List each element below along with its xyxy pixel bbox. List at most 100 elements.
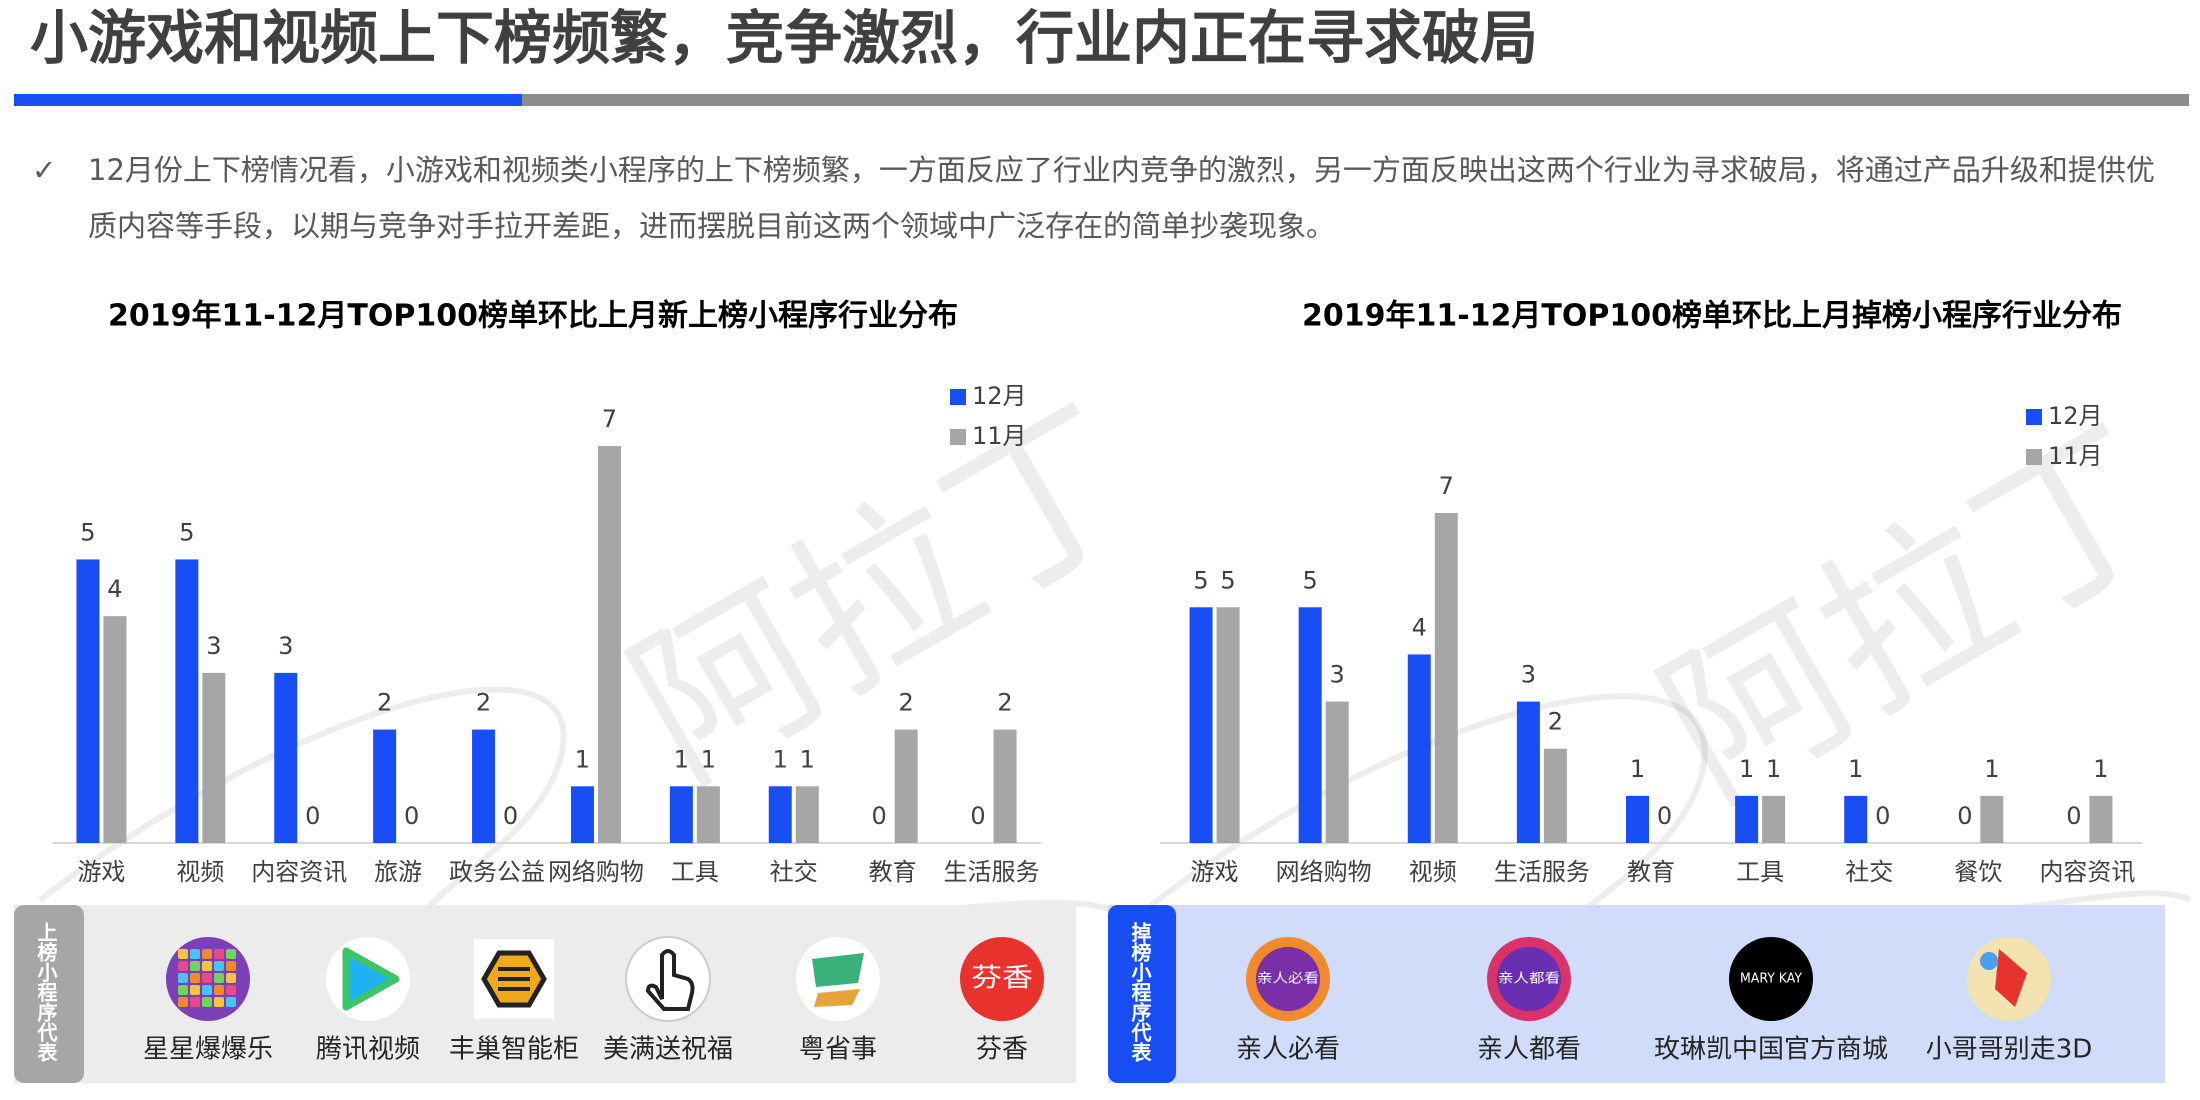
app-name: 腾讯视频: [316, 1035, 420, 1065]
icon: [1729, 937, 1813, 1021]
icon-figure: [1995, 949, 2027, 1007]
app-icon: [625, 936, 711, 1022]
data-label: 4: [107, 575, 122, 603]
data-label: 3: [278, 632, 293, 660]
icon-cell: [190, 961, 200, 971]
icon-cell: [202, 961, 212, 971]
bar: [76, 559, 100, 843]
x-tick-label: 网络购物: [548, 858, 644, 886]
data-label: 0: [2066, 802, 2081, 830]
icon-mark2: [814, 989, 860, 1007]
legend-swatch: [950, 389, 966, 405]
app-icon: 亲人都看: [1487, 937, 1571, 1021]
icon-cell: [202, 949, 212, 959]
bar: [795, 786, 819, 843]
title-rule-accent: [14, 94, 522, 106]
data-label: 1: [1848, 755, 1863, 783]
icon-cell: [214, 973, 224, 983]
icon-inner: [1256, 947, 1320, 1011]
data-label: 5: [80, 518, 95, 546]
data-label: 7: [602, 405, 617, 433]
x-tick-label: 社交: [1845, 858, 1893, 886]
bar: [669, 786, 693, 843]
x-tick-label: 生活服务: [944, 858, 1040, 886]
data-label: 0: [404, 802, 419, 830]
data-label: 4: [1412, 613, 1427, 641]
icon-cell: [226, 949, 236, 959]
data-label: 1: [575, 745, 590, 773]
bar: [1762, 795, 1786, 843]
legend-label: 11月: [972, 422, 1027, 450]
data-label: 2: [997, 689, 1012, 717]
bar: [1434, 513, 1458, 843]
panel-down-tab: [1108, 905, 1176, 1083]
icon-cell: [214, 985, 224, 995]
data-label: 5: [179, 518, 194, 546]
icon-cell: [190, 949, 200, 959]
data-label: 1: [800, 745, 815, 773]
icon-text: 亲人必看: [1257, 971, 1319, 987]
app-name: 美满送祝福: [603, 1035, 733, 1065]
bar: [175, 559, 199, 843]
bar: [1189, 607, 1213, 843]
bar: [1844, 795, 1868, 843]
icon-text: 亲人都看: [1498, 971, 1560, 987]
bar: [1626, 795, 1649, 843]
data-label: 1: [1630, 755, 1645, 783]
legend-swatch: [2026, 409, 2042, 425]
legend-swatch: [950, 429, 966, 445]
data-label: 1: [1739, 755, 1754, 783]
data-label: 0: [1875, 802, 1890, 830]
data-label: 0: [1657, 802, 1672, 830]
data-label: 1: [773, 745, 788, 773]
icon-cell: [190, 997, 200, 1007]
app-icon: [166, 937, 250, 1021]
legend-label: 11月: [2048, 442, 2103, 470]
data-label: 0: [872, 802, 887, 830]
icon-cell: [202, 997, 212, 1007]
chart-title: 2019年11-12月TOP100榜单环比上月新上榜小程序行业分布: [108, 299, 958, 334]
icon-cell: [178, 949, 188, 959]
app-name: 亲人必看: [1236, 1035, 1340, 1065]
icon-cell: [178, 973, 188, 983]
data-label: 2: [476, 689, 491, 717]
data-label: 1: [1984, 755, 1999, 783]
data-label: 1: [701, 745, 716, 773]
x-tick-label: 网络购物: [1276, 858, 1372, 886]
icon-cell: [226, 997, 236, 1007]
icon-cell: [190, 985, 200, 995]
bar: [1216, 607, 1240, 843]
data-label: 7: [1439, 472, 1454, 500]
bar: [768, 786, 792, 843]
icon-cell: [226, 973, 236, 983]
data-label: 0: [970, 802, 985, 830]
bar: [570, 786, 594, 843]
icon-cell: [226, 985, 236, 995]
icon-cell: [214, 949, 224, 959]
bar: [597, 446, 621, 843]
bar: [202, 672, 226, 843]
x-tick-label: 生活服务: [1494, 858, 1590, 886]
bullet-text: 12月份上下榜情况看，小游戏和视频类小程序的上下榜频繁，一方面反应了行业内竞争的…: [88, 153, 2155, 243]
icon-cell: [178, 985, 188, 995]
data-label: 3: [206, 632, 221, 660]
data-label: 2: [1548, 708, 1563, 736]
icon-text: 芬香: [971, 964, 1033, 994]
bar: [274, 672, 298, 843]
data-label: 5: [1220, 566, 1235, 594]
data-label: 5: [1193, 566, 1208, 594]
x-tick-label: 工具: [671, 858, 719, 886]
bar: [373, 729, 397, 843]
x-tick-label: 工具: [1736, 858, 1784, 886]
panel-up-label: 上榜小程序代表: [34, 922, 58, 1063]
x-tick-label: 视频: [176, 858, 224, 886]
legend-label: 12月: [972, 382, 1027, 410]
icon-inner: [1497, 947, 1561, 1011]
app-icon: [474, 939, 554, 1019]
x-tick-label: 内容资讯: [2039, 858, 2135, 886]
icon-cell: [178, 961, 188, 971]
data-label: 0: [1957, 802, 1972, 830]
icon-cell: [214, 961, 224, 971]
